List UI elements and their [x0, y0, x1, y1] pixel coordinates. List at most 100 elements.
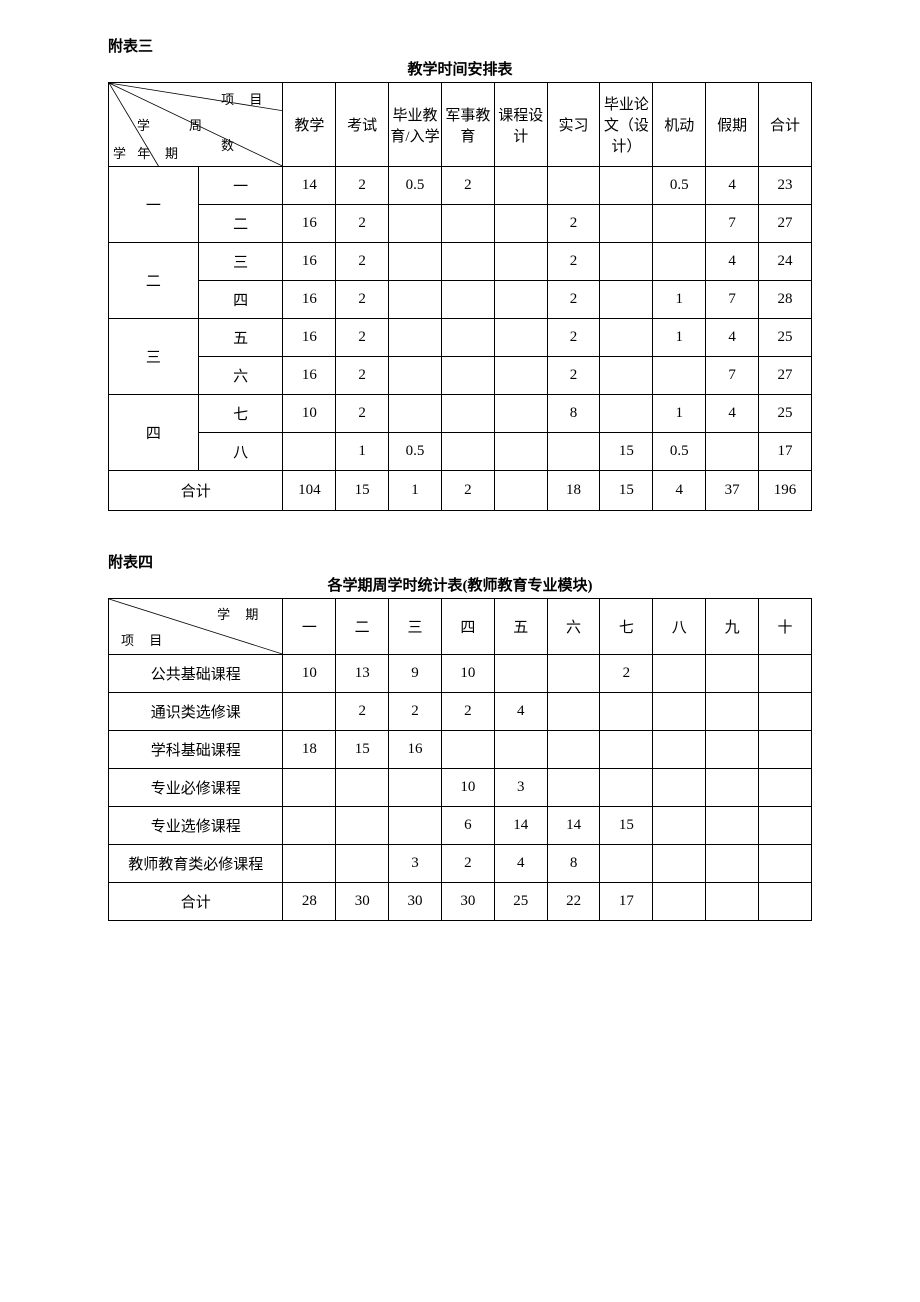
data-cell: [706, 433, 759, 471]
table-row: 三五16221425: [109, 319, 812, 357]
semester-cell: 七: [198, 395, 283, 433]
data-cell: [706, 845, 759, 883]
data-cell: [600, 769, 653, 807]
table-1-col-header: 课程设计: [494, 83, 547, 167]
data-cell: [706, 731, 759, 769]
data-cell: [441, 433, 494, 471]
data-cell: 28: [283, 883, 336, 921]
data-cell: [494, 395, 547, 433]
diag-label: 项 目: [121, 630, 168, 649]
data-cell: 14: [547, 807, 600, 845]
data-cell: [389, 357, 442, 395]
data-cell: [494, 243, 547, 281]
data-cell: 2: [547, 319, 600, 357]
data-cell: 9: [389, 655, 442, 693]
diag-label: 期: [165, 143, 184, 162]
data-cell: [389, 395, 442, 433]
data-cell: 2: [336, 281, 389, 319]
data-cell: 1: [653, 395, 706, 433]
table-1: 项 目 周 学 数 期 学 年 教学考试毕业教育/入学军事教育课程设计实习毕业论…: [108, 82, 812, 511]
table-1-col-header: 假期: [706, 83, 759, 167]
table-row: 一一1420.520.5423: [109, 167, 812, 205]
data-cell: 104: [283, 471, 336, 511]
data-cell: 1: [653, 319, 706, 357]
data-cell: [653, 731, 706, 769]
table-row: 六1622727: [109, 357, 812, 395]
table-row: 二1622727: [109, 205, 812, 243]
data-cell: [441, 395, 494, 433]
data-cell: 16: [283, 243, 336, 281]
data-cell: [283, 807, 336, 845]
data-cell: [600, 731, 653, 769]
data-cell: [494, 319, 547, 357]
data-cell: [547, 731, 600, 769]
data-cell: [653, 357, 706, 395]
data-cell: 2: [441, 845, 494, 883]
data-cell: [441, 319, 494, 357]
row-label: 合计: [109, 883, 283, 921]
row-label: 专业选修课程: [109, 807, 283, 845]
table-row: 四16221728: [109, 281, 812, 319]
data-cell: 2: [336, 243, 389, 281]
data-cell: 0.5: [653, 167, 706, 205]
semester-cell: 三: [198, 243, 283, 281]
data-cell: [600, 395, 653, 433]
year-cell: 三: [109, 319, 199, 395]
table-row: 教师教育类必修课程3248: [109, 845, 812, 883]
table-2-col-header: 七: [600, 599, 653, 655]
table-row: 通识类选修课2224: [109, 693, 812, 731]
data-cell: [653, 769, 706, 807]
data-cell: [336, 769, 389, 807]
data-cell: [706, 807, 759, 845]
data-cell: 10: [283, 655, 336, 693]
data-cell: 2: [547, 205, 600, 243]
data-cell: [494, 433, 547, 471]
data-cell: 18: [547, 471, 600, 511]
table-row: 学科基础课程181516: [109, 731, 812, 769]
diag-label: 数: [221, 135, 240, 154]
data-cell: 4: [706, 395, 759, 433]
data-cell: [653, 883, 706, 921]
year-cell: 四: [109, 395, 199, 471]
table-row: 专业必修课程103: [109, 769, 812, 807]
data-cell: 1: [653, 281, 706, 319]
data-cell: [441, 357, 494, 395]
table-1-col-header: 考试: [336, 83, 389, 167]
data-cell: [600, 357, 653, 395]
data-cell: 30: [389, 883, 442, 921]
data-cell: 2: [336, 319, 389, 357]
data-cell: 15: [600, 471, 653, 511]
semester-cell: 六: [198, 357, 283, 395]
data-cell: 14: [283, 167, 336, 205]
data-cell: 2: [336, 167, 389, 205]
table-2-col-header: 二: [336, 599, 389, 655]
table-2-col-header: 一: [283, 599, 336, 655]
data-cell: [389, 807, 442, 845]
total-row: 合计10415121815437196: [109, 471, 812, 511]
data-cell: 0.5: [389, 433, 442, 471]
data-cell: [653, 693, 706, 731]
data-cell: [494, 471, 547, 511]
data-cell: 2: [547, 357, 600, 395]
data-cell: 28: [759, 281, 812, 319]
data-cell: [653, 243, 706, 281]
data-cell: [547, 167, 600, 205]
data-cell: 16: [283, 205, 336, 243]
table-1-title: 教学时间安排表: [108, 58, 812, 79]
data-cell: 2: [389, 693, 442, 731]
data-cell: 25: [494, 883, 547, 921]
data-cell: [441, 281, 494, 319]
table-1-col-header: 机动: [653, 83, 706, 167]
data-cell: 25: [759, 395, 812, 433]
data-cell: 27: [759, 205, 812, 243]
data-cell: 16: [283, 357, 336, 395]
data-cell: [283, 845, 336, 883]
data-cell: [600, 243, 653, 281]
table-2: 学 期 项 目 一二三四五六七八九十 公共基础课程10139102通识类选修课2…: [108, 598, 812, 921]
data-cell: 7: [706, 205, 759, 243]
data-cell: [494, 357, 547, 395]
data-cell: 17: [600, 883, 653, 921]
data-cell: [389, 205, 442, 243]
data-cell: 2: [441, 693, 494, 731]
data-cell: [759, 655, 812, 693]
